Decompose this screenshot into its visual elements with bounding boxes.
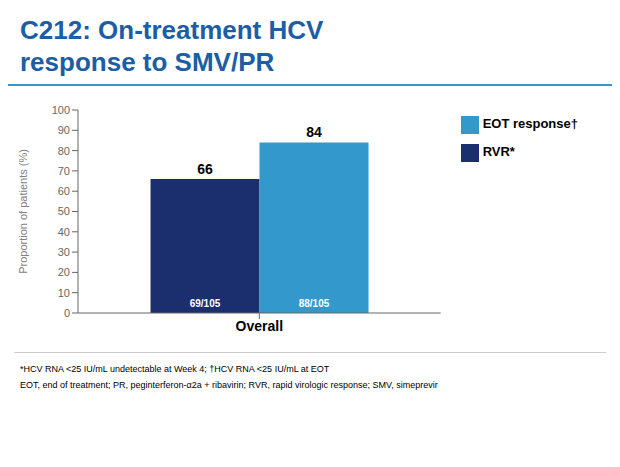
svg-text:30: 30 xyxy=(58,246,70,258)
svg-text:0: 0 xyxy=(64,307,70,319)
svg-text:69/105: 69/105 xyxy=(190,298,221,309)
html-text:C212: On-treatment HCV: C212: On-treatment HCV xyxy=(20,15,324,45)
html-text:EOT, end of treatment; PR, peg: EOT, end of treatment; PR, peginterferon… xyxy=(20,380,438,390)
html-text:response to SMV/PR: response to SMV/PR xyxy=(20,47,275,77)
html-text:EOT response†: EOT response† xyxy=(482,116,578,131)
svg-text:20: 20 xyxy=(58,266,70,278)
svg-text:66: 66 xyxy=(197,161,213,177)
svg-text:Proportion of patients (%): Proportion of patients (%) xyxy=(17,149,29,274)
svg-text:60: 60 xyxy=(58,185,70,197)
svg-text:10: 10 xyxy=(58,287,70,299)
svg-text:50: 50 xyxy=(58,205,70,217)
svg-text:80: 80 xyxy=(58,145,70,157)
svg-text:90: 90 xyxy=(58,124,70,136)
html-text:RVR*: RVR* xyxy=(482,144,515,159)
svg-text:100: 100 xyxy=(52,104,70,116)
svg-text:Overall: Overall xyxy=(236,318,283,334)
svg-text:70: 70 xyxy=(58,165,70,177)
html-text:*HCV RNA <25 IU/mL undetectabl: *HCV RNA <25 IU/mL undetectable at Week … xyxy=(20,364,330,374)
svg-text:88/105: 88/105 xyxy=(299,298,330,309)
svg-text:40: 40 xyxy=(58,226,70,238)
svg-text:84: 84 xyxy=(306,124,322,140)
